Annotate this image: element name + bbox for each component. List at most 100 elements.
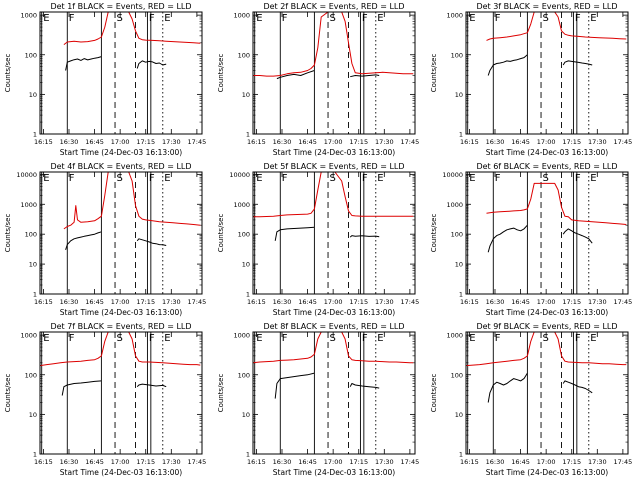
event-marker-label: F [69,173,75,184]
event-marker-label: E [590,13,596,24]
x-tick-label: 16:15 [34,458,53,466]
y-axis-label: Counts/sec [4,214,12,253]
y-tick-label: 100 [25,51,37,59]
x-tick-label: 17:45 [188,458,207,466]
x-tick-label: 17:30 [588,458,607,466]
event-marker-label: E [43,13,49,24]
x-tick-label: 16:15 [460,138,479,146]
event-marker-label: F [575,333,581,344]
lld-series-line [63,12,201,45]
x-tick-label: 17:30 [162,138,181,146]
event-marker-label: F [149,333,155,344]
event-marker-label: S [330,13,336,24]
y-tick-label: 1000 [20,332,37,340]
y-axis-label: Counts/sec [430,374,438,413]
event-marker-label: F [69,13,75,24]
lld-series-line [253,332,414,364]
x-axis-label: Start Time (24-Dec-03 16:13:00) [486,468,608,477]
y-tick-label: 10 [29,91,37,99]
y-tick-label: 1000 [20,201,37,209]
panel-title: Det 2f BLACK = Events, RED = LLD [263,2,404,11]
detector-chart: Det 6f BLACK = Events, RED = LLD Counts/s… [430,162,633,317]
event-marker-label: E [164,333,170,344]
event-marker-label: E [469,13,475,24]
detector-chart: Det 4f BLACK = Events, RED = LLD Counts/s… [4,162,206,317]
event-marker-label: F [362,333,368,344]
panel-title: Det 3f BLACK = Events, RED = LLD [476,2,617,11]
plot-frame [465,171,629,295]
events-series-line [349,235,380,238]
x-tick-label: 16:45 [298,138,317,146]
panel-title: Det 5f BLACK = Events, RED = LLD [263,162,404,171]
panel-title: Det 8f BLACK = Events, RED = LLD [263,322,404,331]
x-tick-label: 16:15 [460,458,479,466]
x-tick-label: 16:30 [486,458,505,466]
x-tick-label: 17:30 [588,138,607,146]
x-tick-label: 16:45 [85,458,104,466]
y-tick-label: 10 [29,411,37,419]
x-tick-label: 17:00 [537,298,556,306]
x-axis-label: Start Time (24-Dec-03 16:13:00) [273,468,395,477]
panel-title: Det 7f BLACK = Events, RED = LLD [50,322,191,331]
lld-series-line [466,332,627,367]
y-tick-label: 1 [246,451,250,459]
x-tick-label: 16:15 [460,298,479,306]
event-marker-label: S [117,333,123,344]
detector-chart: Det 3f BLACK = Events, RED = LLD Counts/s… [430,2,633,157]
lld-series-line [40,332,201,367]
event-marker-label: E [43,333,49,344]
events-series-line [562,60,593,66]
x-tick-label: 17:00 [324,298,343,306]
events-series-line [487,54,528,76]
x-tick-label: 17:00 [537,138,556,146]
detector-chart: Det 5f BLACK = Events, RED = LLD Counts/s… [217,162,419,317]
event-marker-label: E [469,173,475,184]
x-tick-label: 16:15 [34,298,53,306]
events-series-line [65,231,102,250]
x-tick-label: 17:45 [614,138,633,146]
y-axis-label: Counts/sec [217,54,225,93]
plot-frame [252,331,416,455]
x-tick-label: 16:45 [298,458,317,466]
x-tick-label: 17:00 [111,458,130,466]
y-tick-label: 1000 [233,332,250,340]
x-tick-label: 16:45 [511,138,530,146]
y-tick-label: 100 [25,231,37,239]
event-marker-label: F [282,13,288,24]
event-marker-label: E [377,333,383,344]
lld-series-line [253,172,414,218]
events-series-line [562,228,593,244]
x-tick-label: 16:30 [273,138,292,146]
detector-chart: Det 1f BLACK = Events, RED = LLD Counts/s… [4,2,207,157]
x-tick-label: 16:30 [486,138,505,146]
x-tick-label: 17:45 [614,458,633,466]
plot-frame [39,11,203,135]
event-marker-label: S [330,333,336,344]
y-tick-label: 1 [246,131,250,139]
event-marker-label: S [543,13,549,24]
detector-panel: Det 3f BLACK = Events, RED = LLD Counts/s… [426,0,639,160]
detector-panel: Det 8f BLACK = Events, RED = LLD Counts/s… [213,320,426,480]
events-series-line [61,380,102,396]
x-tick-label: 17:45 [614,298,633,306]
event-marker-label: S [117,173,123,184]
events-series-line [136,383,167,388]
y-tick-label: 10000 [16,171,37,179]
x-tick-label: 16:45 [511,458,530,466]
y-axis-label: Counts/sec [4,54,12,93]
x-axis-label: Start Time (24-Dec-03 16:13:00) [273,308,395,317]
y-tick-label: 10 [455,411,463,419]
event-marker-label: E [43,173,49,184]
y-tick-label: 1000 [233,12,250,20]
events-series-line [487,224,528,253]
x-tick-label: 17:15 [562,298,581,306]
panel-title: Det 6f BLACK = Events, RED = LLD [476,162,617,171]
x-tick-label: 17:30 [588,298,607,306]
events-series-line [349,383,380,389]
detector-panel: Det 9f BLACK = Events, RED = LLD Counts/s… [426,320,639,480]
x-tick-label: 17:30 [375,138,394,146]
plot-frame [465,331,629,455]
event-marker-label: S [543,333,549,344]
x-tick-label: 17:45 [188,138,207,146]
y-tick-label: 10 [242,261,250,269]
